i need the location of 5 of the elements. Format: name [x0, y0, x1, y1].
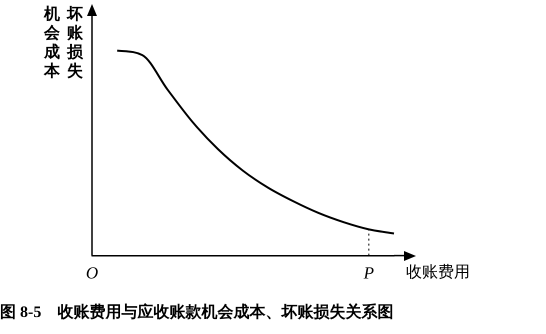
text: 机会成本坏账损失 — [44, 4, 83, 80]
x-axis-title: 收账费用 — [406, 262, 470, 283]
x-tick-label: P — [362, 263, 374, 282]
caption: 图 8-5 收账费用与应收账款机会成本、坏账损失关系图 — [0, 302, 394, 323]
x-tick-label: O — [86, 263, 98, 282]
